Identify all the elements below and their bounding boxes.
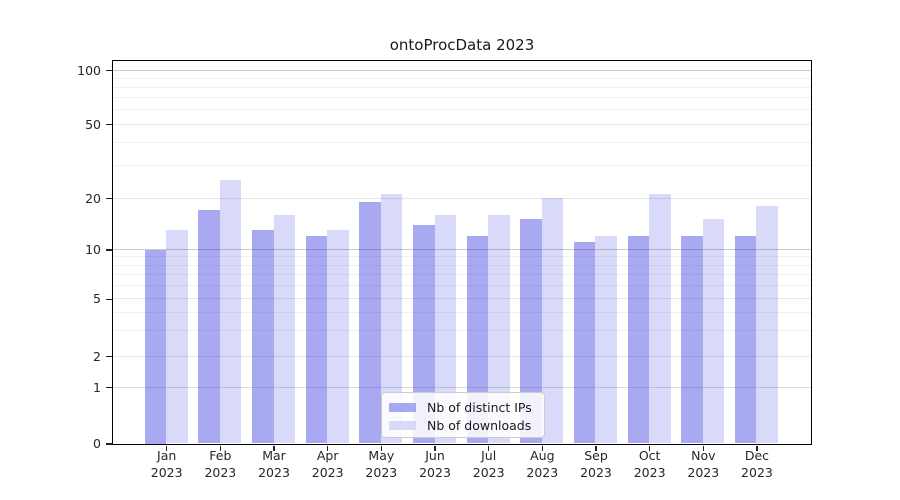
gridline-y-70	[112, 97, 811, 99]
x-tick-label-mar: Mar 2023	[258, 448, 290, 480]
gridline-y-5	[112, 298, 811, 300]
y-tick-2	[105, 356, 112, 358]
bar-distinct-ips-feb	[198, 210, 220, 444]
x-tick-jan	[166, 445, 168, 451]
y-tick-label-0: 0	[93, 436, 101, 451]
bar-distinct-ips-apr	[305, 236, 328, 444]
y-tick-label-5: 5	[93, 291, 101, 307]
gridline-y-6	[112, 285, 811, 287]
x-tick-label-jun: Jun 2023	[419, 448, 451, 480]
x-tick-label-jul: Jul 2023	[472, 448, 505, 480]
gridline-y-2	[112, 355, 811, 357]
gridline-y-10	[112, 249, 811, 250]
y-tick-label-2: 2	[93, 348, 101, 364]
x-tick-label-sep: Sep 2023	[580, 448, 612, 480]
gridline-y-9	[112, 256, 811, 258]
x-tick-may	[380, 445, 382, 451]
gridline-y-100	[112, 69, 811, 71]
y-tick-50	[105, 124, 112, 126]
x-tick-jun	[434, 445, 436, 451]
x-tick-label-aug: Aug 2023	[526, 448, 559, 480]
bar-downloads-feb	[219, 180, 242, 444]
gridline-y-1	[112, 386, 811, 388]
gridline-y-3	[112, 330, 811, 332]
legend-label-downloads: Nb of downloads	[427, 417, 532, 433]
legend-label-distinct-ips: Nb of distinct IPs	[427, 399, 532, 415]
bar-distinct-ips-may	[359, 201, 381, 444]
x-tick-label-may: May 2023	[365, 448, 398, 480]
bar-downloads-aug	[541, 198, 564, 444]
plot-area	[111, 59, 812, 445]
bar-downloads-nov	[702, 219, 725, 444]
x-tick-label-apr: Apr 2023	[311, 448, 344, 480]
x-tick-sep	[595, 445, 597, 451]
bar-downloads-sep	[595, 236, 617, 444]
gridline-y-90	[112, 77, 811, 79]
gridline-y-50	[112, 123, 811, 125]
bar-distinct-ips-mar	[252, 230, 274, 444]
x-tick-dec	[756, 445, 758, 451]
y-tick-label-1: 1	[93, 379, 101, 395]
x-tick-apr	[327, 445, 329, 451]
bar-distinct-ips-nov	[681, 236, 703, 444]
y-tick-label-100: 100	[77, 62, 101, 78]
bar-downloads-jan	[166, 230, 188, 444]
bar-distinct-ips-dec	[734, 236, 757, 444]
y-tick-20	[105, 198, 112, 200]
bar-distinct-ips-aug	[520, 219, 542, 444]
y-tick-label-10: 10	[85, 242, 101, 257]
legend-item-downloads: Nb of downloads	[389, 416, 536, 434]
y-tick-label-20: 20	[85, 190, 101, 206]
x-tick-mar	[273, 445, 275, 451]
x-tick-label-feb: Feb 2023	[204, 448, 237, 480]
y-tick-label-50: 50	[85, 116, 101, 132]
y-tick-0	[105, 443, 112, 445]
legend-swatch-distinct-ips	[389, 402, 416, 412]
x-tick-label-nov: Nov 2023	[687, 448, 720, 480]
gridline-y-4	[112, 312, 811, 314]
gridline-y-8	[112, 264, 811, 266]
bar-downloads-may	[380, 194, 403, 444]
gridline-y-7	[112, 274, 811, 276]
bar-downloads-oct	[649, 194, 671, 444]
bar-downloads-jul	[488, 214, 510, 444]
gridline-y-40	[112, 141, 811, 143]
x-tick-label-jan: Jan 2023	[150, 448, 183, 480]
x-tick-aug	[541, 445, 543, 451]
bar-distinct-ips-jan	[144, 249, 167, 444]
legend: Nb of distinct IPs Nb of downloads	[381, 392, 545, 438]
bar-downloads-apr	[327, 230, 349, 444]
gridline-y-20	[112, 197, 811, 199]
gridline-y-80	[112, 87, 811, 89]
bars-layer	[113, 61, 811, 444]
gridline-y-30	[112, 164, 811, 166]
bar-distinct-ips-oct	[627, 236, 650, 444]
bar-distinct-ips-sep	[573, 242, 596, 444]
x-tick-feb	[219, 445, 221, 451]
y-tick-5	[105, 298, 112, 300]
x-tick-nov	[702, 445, 704, 451]
bar-distinct-ips-jul	[466, 236, 489, 444]
x-tick-oct	[648, 445, 651, 451]
bar-downloads-dec	[756, 205, 778, 444]
bar-downloads-mar	[273, 214, 296, 444]
x-tick-label-dec: Dec 2023	[741, 448, 773, 480]
bar-distinct-ips-jun	[413, 224, 435, 444]
legend-swatch-downloads	[389, 420, 416, 430]
legend-item-distinct-ips: Nb of distinct IPs	[389, 398, 536, 416]
y-tick-1	[105, 387, 112, 389]
bar-downloads-jun	[434, 214, 456, 444]
y-tick-100	[105, 70, 112, 72]
x-tick-jul	[488, 445, 490, 451]
x-tick-label-oct: Oct 2023	[633, 448, 666, 480]
gridlines-layer	[112, 61, 811, 444]
chart-title: ontoProcData 2023	[389, 36, 535, 54]
y-tick-10	[105, 249, 112, 251]
gridline-y-60	[112, 109, 811, 111]
